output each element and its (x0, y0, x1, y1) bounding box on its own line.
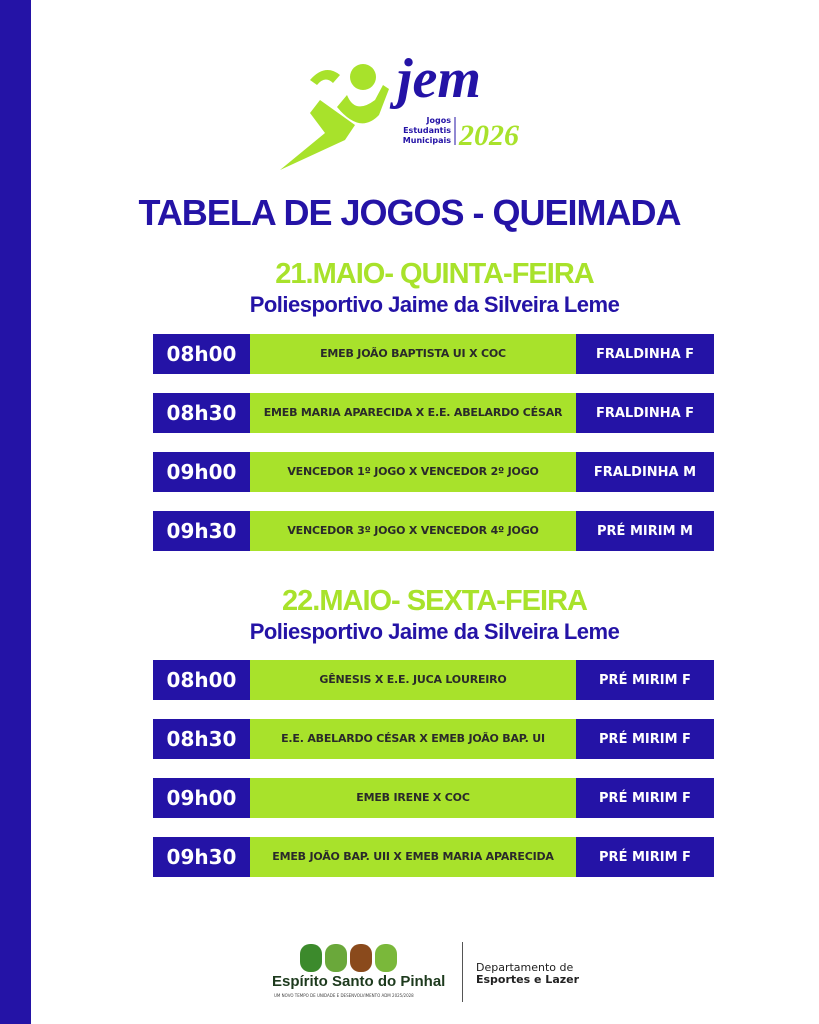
game-time: 09h00 (153, 778, 250, 818)
logo-wordmark: jem (389, 48, 481, 110)
game-time: 09h00 (153, 452, 250, 492)
page-title: TABELA DE JOGOS - QUEIMADA (138, 192, 681, 233)
game-category: PRÉ MIRIM F (576, 719, 714, 759)
logo-line-1: Jogos (426, 116, 452, 125)
game-match: EMEB JOÃO BAPTISTA UI X COC (250, 334, 576, 374)
dept-line-2: Esportes e Lazer (476, 973, 580, 986)
footer-divider (462, 942, 463, 1002)
game-category: PRÉ MIRIM F (576, 778, 714, 818)
game-category: FRALDINHA F (576, 334, 714, 374)
logo-year: 2026 (458, 119, 519, 152)
prefeitura-logo (300, 944, 397, 972)
game-row: 08h00 GÊNESIS X E.E. JUCA LOUREIRO PRÉ MIR… (153, 660, 714, 700)
department-label: Departamento de Esportes e Lazer (476, 962, 579, 986)
game-category: PRÉ MIRIM F (576, 660, 714, 700)
game-category: FRALDINHA M (576, 452, 714, 492)
day-1-date: 21.MAIO- QUINTA-FEIRA (275, 258, 594, 290)
game-time: 08h30 (153, 719, 250, 759)
game-row: 09h00 EMEB IRENE X COC PRÉ MIRIM F (153, 778, 714, 818)
logo-line-2: Estudantis (403, 126, 451, 135)
game-time: 09h30 (153, 837, 250, 877)
game-match: GÊNESIS X E.E. JUCA LOUREIRO (250, 660, 576, 700)
prefeitura-slogan: UM NOVO TEMPO DE UNIDADE E DESENVOLVIMEN… (274, 993, 414, 998)
game-match: EMEB JOÃO BAP. UII X EMEB MARIA APARECID… (250, 837, 576, 877)
game-row: 09h30 EMEB JOÃO BAP. UII X EMEB MARIA APA… (153, 837, 714, 877)
left-accent-bar (0, 0, 31, 1024)
dept-line-1: Departamento de (476, 961, 574, 974)
game-match: VENCEDOR 3º JOGO X VENCEDOR 4º JOGO (250, 511, 576, 551)
game-time: 08h00 (153, 334, 250, 374)
game-time: 08h30 (153, 393, 250, 433)
prefeitura-name: Espírito Santo do Pinhal (272, 973, 446, 990)
logo-line-3: Municipais (403, 136, 451, 145)
game-category: PRÉ MIRIM M (576, 511, 714, 551)
day-2-venue: Poliesportivo Jaime da Silveira Leme (249, 619, 620, 644)
game-category: FRALDINHA F (576, 393, 714, 433)
game-row: 08h30 E.E. ABELARDO CÉSAR X EMEB JOÃO BAP… (153, 719, 714, 759)
game-row: 08h00 EMEB JOÃO BAPTISTA UI X COC FRALDINH… (153, 334, 714, 374)
jem-logo: jem Jogos Estudantis Municipais 2026 (280, 48, 519, 170)
game-match: EMEB MARIA APARECIDA X E.E. ABELARDO CÉS… (250, 393, 576, 433)
game-category: PRÉ MIRIM F (576, 837, 714, 877)
game-match: EMEB IRENE X COC (250, 778, 576, 818)
game-row: 09h30 VENCEDOR 3º JOGO X VENCEDOR 4º JOGO… (153, 511, 714, 551)
game-time: 09h30 (153, 511, 250, 551)
game-row: 09h00 VENCEDOR 1º JOGO X VENCEDOR 2º JOGO… (153, 452, 714, 492)
game-row: 08h30 EMEB MARIA APARECIDA X E.E. ABELARD… (153, 393, 714, 433)
game-time: 08h00 (153, 660, 250, 700)
game-match: E.E. ABELARDO CÉSAR X EMEB JOÃO BAP. UI (250, 719, 576, 759)
game-match: VENCEDOR 1º JOGO X VENCEDOR 2º JOGO (250, 452, 576, 492)
day-1-venue: Poliesportivo Jaime da Silveira Leme (249, 292, 620, 317)
day-2-date: 22.MAIO- SEXTA-FEIRA (282, 585, 588, 617)
